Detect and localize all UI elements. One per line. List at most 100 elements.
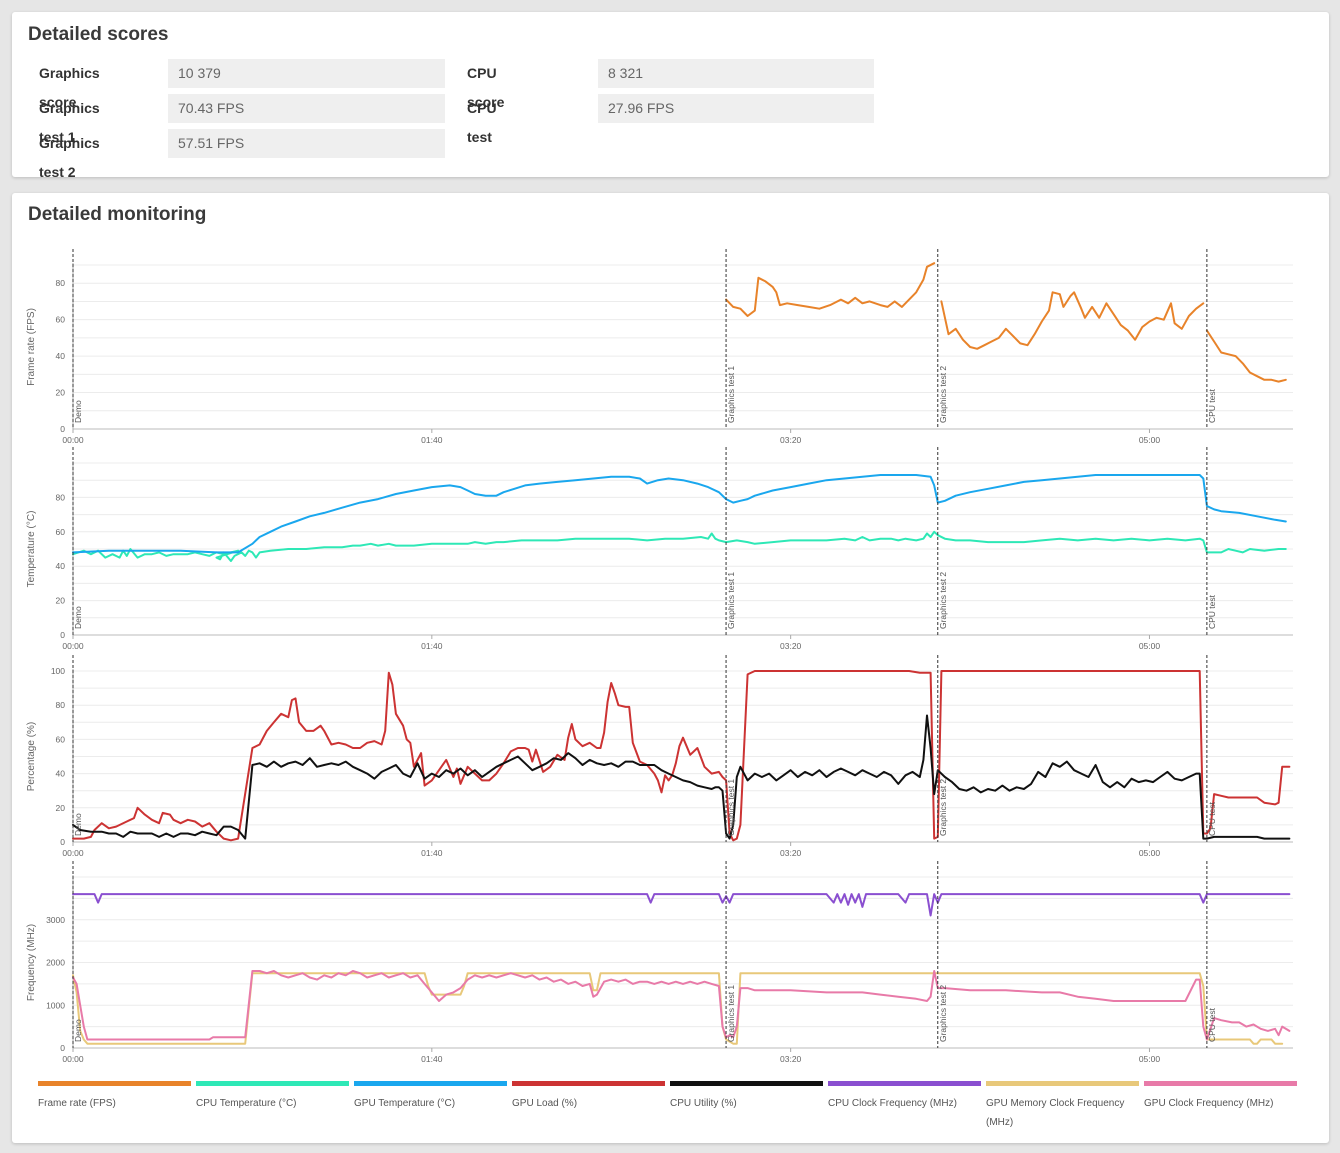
cpu-score-label: CPU score <box>467 65 505 110</box>
x-tick-label: 05:00 <box>1139 435 1161 445</box>
cpu-test-value: 27.96 FPS <box>598 94 874 123</box>
x-tick-label: 03:20 <box>780 641 802 651</box>
graphics-test-1-label: Graphics test 1 <box>39 100 100 145</box>
legend-label: CPU Temperature (°C) <box>196 1098 297 1109</box>
x-tick-label: 00:00 <box>62 641 84 651</box>
cpu-score-value: 8 321 <box>598 59 874 88</box>
graphics-test-2-value: 57.51 FPS <box>168 129 445 158</box>
legend-label: GPU Temperature (°C) <box>354 1098 456 1109</box>
series-line-fps <box>1205 329 1287 383</box>
y-tick-label: 80 <box>56 278 66 288</box>
y-tick-label: 0 <box>60 837 65 847</box>
y-tick-label: 20 <box>56 388 66 398</box>
y-tick-label: 0 <box>60 630 65 640</box>
y-tick-label: 2000 <box>46 958 65 968</box>
series-line-fps <box>725 262 936 317</box>
y-tick-label: 3000 <box>46 915 65 925</box>
marker-label: CPU test <box>1207 594 1217 629</box>
x-tick-label: 01:40 <box>421 1054 443 1064</box>
series-line-cpu-clock <box>72 893 1291 917</box>
marker-label: Graphics test 2 <box>938 985 948 1042</box>
scores-title: Detailed scores <box>28 24 169 45</box>
x-tick-label: 01:40 <box>421 641 443 651</box>
legend-item-gpu-load[interactable]: GPU Load (%) <box>512 1081 665 1113</box>
y-tick-label: 1000 <box>46 1000 65 1010</box>
legend-swatch <box>38 1081 191 1086</box>
graphics-score-value: 10 379 <box>168 59 445 88</box>
marker-label: Demo <box>73 400 83 423</box>
marker-label: Graphics test 1 <box>726 779 736 836</box>
marker-label: Graphics test 2 <box>938 366 948 423</box>
x-tick-label: 03:20 <box>780 1054 802 1064</box>
graphics-score-label: Graphics score <box>39 65 100 110</box>
legend-label: GPU Clock Frequency (MHz) <box>1144 1098 1274 1109</box>
legend-swatch <box>512 1081 665 1086</box>
y-tick-label: 40 <box>56 351 66 361</box>
series-line-gpu-load <box>72 670 1291 842</box>
series-line-cpu-temp <box>72 530 1287 562</box>
y-tick-label: 0 <box>60 424 65 434</box>
graphics-test-2-label: Graphics test 2 <box>39 135 100 180</box>
x-tick-label: 00:00 <box>62 435 84 445</box>
x-tick-label: 05:00 <box>1139 848 1161 858</box>
legend-item-gpu-mem-clock[interactable]: GPU Memory Clock Frequency (MHz) <box>986 1081 1139 1132</box>
monitoring-title: Detailed monitoring <box>28 204 207 225</box>
series-line-gpu-clock <box>72 970 1291 1041</box>
marker-label: CPU test <box>1207 801 1217 836</box>
y-axis-label: Frequency (MHz) <box>26 924 37 1001</box>
y-axis-label: Percentage (%) <box>26 722 37 791</box>
series-line-gpu-temp <box>72 474 1287 554</box>
marker-label: Graphics test 1 <box>726 366 736 423</box>
legend-swatch <box>828 1081 981 1086</box>
legend-label: GPU Memory Clock Frequency (MHz) <box>986 1098 1125 1128</box>
x-tick-label: 00:00 <box>62 848 84 858</box>
legend-swatch <box>354 1081 507 1086</box>
legend-label: CPU Utility (%) <box>670 1098 737 1109</box>
y-tick-label: 20 <box>56 803 66 813</box>
y-tick-label: 80 <box>56 700 66 710</box>
series-line-fps <box>940 291 1205 350</box>
scores-panel: Detailed scores Graphics score 10 379 Gr… <box>12 12 1329 180</box>
marker-label: Graphics test 2 <box>938 779 948 836</box>
monitoring-charts: 0 20 40 60 80 00:00 01:40 03:20 05:00 Frame rate … <box>26 249 1293 1064</box>
x-tick-label: 05:00 <box>1139 641 1161 651</box>
y-axis-label: Temperature (°C) <box>26 511 37 588</box>
chart-panel-4: 0 1000 2000 3000 00:00 01:40 03:20 05:00 Frequen… <box>26 861 1293 1064</box>
series-line-gpu-mem-clock <box>72 972 1284 1045</box>
marker-label: CPU test <box>1207 1007 1217 1042</box>
y-tick-label: 20 <box>56 596 66 606</box>
graphics-test-1-value: 70.43 FPS <box>168 94 445 123</box>
y-tick-label: 60 <box>56 315 66 325</box>
y-axis-label: Frame rate (FPS) <box>26 308 37 386</box>
legend-item-gpu-clock[interactable]: GPU Clock Frequency (MHz) <box>1144 1081 1297 1113</box>
y-tick-label: 40 <box>56 561 66 571</box>
chart-panel-3: 0 20 40 60 80 100 00:00 01:40 03:20 05:00 Percenta… <box>26 655 1293 858</box>
x-tick-label: 03:20 <box>780 848 802 858</box>
marker-label: Graphics test 1 <box>726 572 736 629</box>
legend-item-cpu-clock[interactable]: CPU Clock Frequency (MHz) <box>828 1081 981 1113</box>
legend-label: GPU Load (%) <box>512 1098 578 1109</box>
legend-item-fps[interactable]: Frame rate (FPS) <box>38 1081 191 1113</box>
y-tick-label: 100 <box>51 666 65 676</box>
series-line-cpu-util <box>72 714 1291 840</box>
legend-swatch <box>670 1081 823 1086</box>
legend-swatch <box>986 1081 1139 1086</box>
y-tick-label: 40 <box>56 769 66 779</box>
chart-panel-1: 0 20 40 60 80 00:00 01:40 03:20 05:00 Frame rate … <box>26 249 1293 445</box>
marker-label: Graphics test 1 <box>726 985 736 1042</box>
y-tick-label: 0 <box>60 1043 65 1053</box>
legend-item-gpu-temp[interactable]: GPU Temperature (°C) <box>354 1081 507 1113</box>
marker-label: CPU test <box>1207 388 1217 423</box>
legend-swatch <box>1144 1081 1297 1086</box>
legend-item-cpu-util[interactable]: CPU Utility (%) <box>670 1081 823 1113</box>
legend-label: Frame rate (FPS) <box>38 1098 116 1109</box>
x-tick-label: 05:00 <box>1139 1054 1161 1064</box>
x-tick-label: 01:40 <box>421 435 443 445</box>
chart-legend: Frame rate (FPS) CPU Temperature (°C) GPU … <box>38 1081 1318 1141</box>
monitoring-panel: Detailed monitoring 0 20 40 60 80 00:00 01:40 0… <box>12 193 1329 1143</box>
legend-item-cpu-temp[interactable]: CPU Temperature (°C) <box>196 1081 349 1113</box>
x-tick-label: 00:00 <box>62 1054 84 1064</box>
x-tick-label: 01:40 <box>421 848 443 858</box>
cpu-test-label: CPU test <box>467 100 497 145</box>
y-tick-label: 60 <box>56 734 66 744</box>
